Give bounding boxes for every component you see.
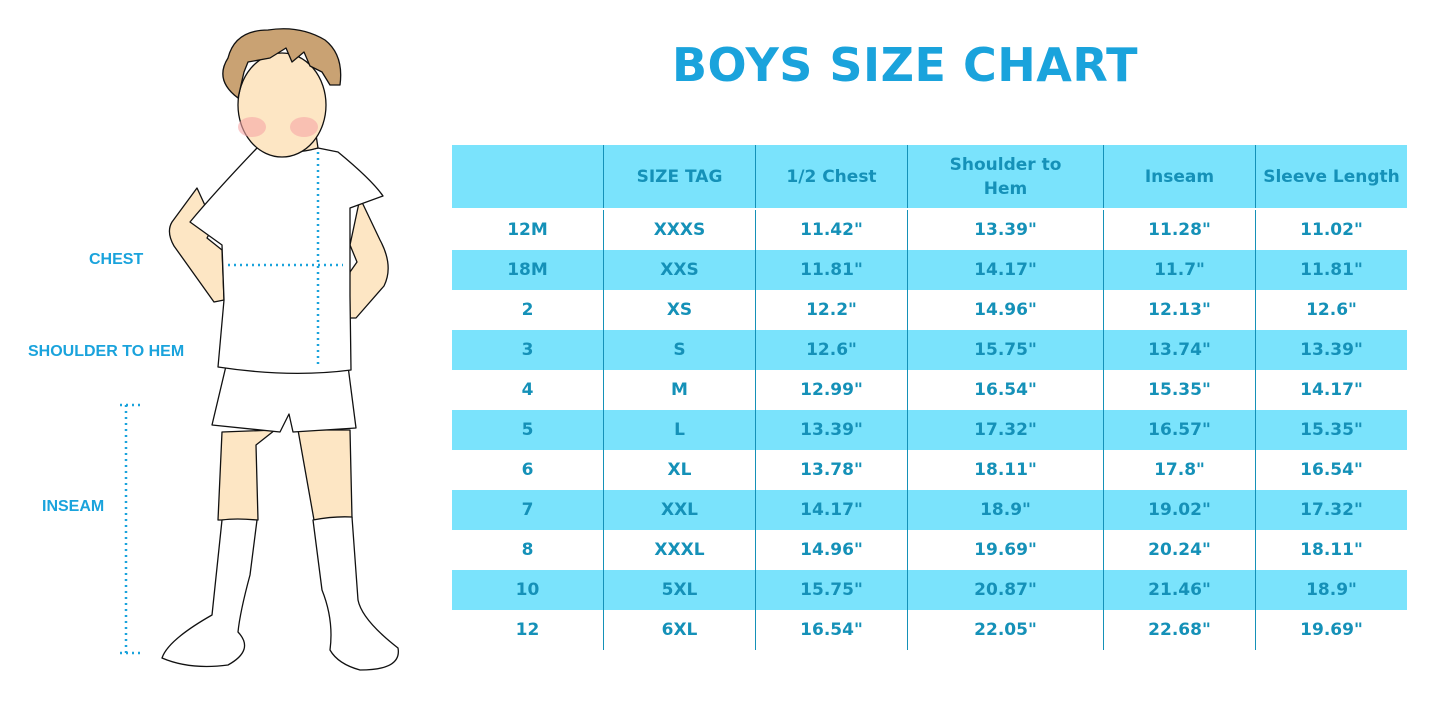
- column-header: Shoulder to Hem: [907, 145, 1104, 209]
- table-cell: 5XL: [603, 570, 756, 610]
- table-cell: 3: [452, 330, 604, 370]
- chest-label: CHEST: [89, 251, 144, 268]
- table-cell: XXL: [603, 490, 756, 530]
- table-row: 10 5XL 15.75" 20.87" 21.46" 18.9": [452, 570, 1407, 610]
- table-cell: 12.2": [755, 290, 908, 330]
- table-cell: 11.28": [1103, 208, 1256, 250]
- column-header: [452, 145, 604, 209]
- table-cell: XL: [603, 450, 756, 490]
- table-cell: 16.54": [907, 370, 1104, 410]
- table-cell: XXXL: [603, 530, 756, 570]
- table-cell: XXS: [603, 250, 756, 290]
- table-cell: L: [603, 410, 756, 450]
- shoulder-to-hem-label: SHOULDER TO HEM: [28, 343, 185, 360]
- table-cell: 19.69": [907, 530, 1104, 570]
- table-cell: 16.57": [1103, 410, 1256, 450]
- table-cell: 16.54": [755, 610, 908, 650]
- table-row: 12 6XL 16.54" 22.05" 22.68" 19.69": [452, 610, 1407, 650]
- table-cell: 14.96": [755, 530, 908, 570]
- column-header: SIZE TAG: [603, 145, 756, 209]
- table-cell: 17.8": [1103, 450, 1256, 490]
- table-cell: 14.17": [755, 490, 908, 530]
- table-cell: 13.39": [755, 410, 908, 450]
- table-row: 2 XS 12.2" 14.96" 12.13" 12.6": [452, 290, 1407, 330]
- table-cell: 13.78": [755, 450, 908, 490]
- table-cell: 8: [521, 540, 534, 560]
- table-row: 8 XXXL 14.96" 19.69" 20.24" 18.11": [452, 530, 1407, 570]
- table-cell: 21.46": [1103, 570, 1256, 610]
- column-header: Sleeve Length: [1255, 145, 1407, 209]
- table-cell: 6: [521, 460, 534, 480]
- table-cell: 2: [521, 300, 534, 320]
- table-row: 4 M 12.99" 16.54" 15.35" 14.17": [452, 370, 1407, 410]
- table-cell: 16.54": [1255, 450, 1407, 490]
- table-cell: 11.02": [1255, 208, 1407, 250]
- table-row: 12M XXXS 11.42" 13.39" 11.28" 11.02": [452, 208, 1407, 250]
- table-cell: 22.68": [1103, 610, 1256, 650]
- table-cell: 18.9": [907, 490, 1104, 530]
- table-cell: 20.24": [1103, 530, 1256, 570]
- table-cell: 17.32": [907, 410, 1104, 450]
- column-header: 1/2 Chest: [755, 145, 908, 209]
- table-cell: 14.17": [907, 250, 1104, 290]
- inseam-label: INSEAM: [42, 498, 105, 515]
- table-cell: 15.35": [1103, 370, 1256, 410]
- table-cell: 14.96": [907, 290, 1104, 330]
- table-cell: XXXS: [603, 208, 756, 250]
- table-cell: 18.11": [1255, 530, 1407, 570]
- table-row: 18M XXS 11.81" 14.17" 11.7" 11.81": [452, 250, 1407, 290]
- table-cell: 10: [452, 570, 604, 610]
- boy-measurement-illustration: [120, 28, 399, 671]
- table-cell: 7: [452, 490, 604, 530]
- size-chart-table: SIZE TAG 1/2 Chest Shoulder to Hem Inseam Sl…: [452, 145, 1407, 650]
- table-cell: 13.74": [1103, 330, 1256, 370]
- table-cell: 14.17": [1255, 370, 1407, 410]
- table-row: 3 S 12.6" 15.75" 13.74" 13.39": [452, 330, 1407, 370]
- table-cell: XS: [603, 290, 756, 330]
- table-cell: 5: [452, 410, 604, 450]
- table-header-row: SIZE TAG 1/2 Chest Shoulder to Hem Inseam Sl…: [452, 145, 1407, 209]
- table-cell: 12: [515, 620, 540, 640]
- table-row: 7 XXL 14.17" 18.9" 19.02" 17.32": [452, 490, 1407, 530]
- table-cell: 18M: [452, 250, 604, 290]
- table-cell: 19.69": [1255, 610, 1407, 650]
- table-cell: 15.75": [755, 570, 908, 610]
- table-cell: 13.39": [907, 208, 1104, 250]
- table-cell: 18.11": [907, 450, 1104, 490]
- table-cell: 19.02": [1103, 490, 1256, 530]
- table-cell: 15.35": [1255, 410, 1407, 450]
- table-cell: S: [603, 330, 756, 370]
- table-row: 6 XL 13.78" 18.11" 17.8" 16.54": [452, 450, 1407, 490]
- table-cell: 12.6": [755, 330, 908, 370]
- table-cell: 12.6": [1255, 290, 1407, 330]
- table-cell: 6XL: [603, 610, 756, 650]
- page-title: BOYS SIZE CHART: [671, 38, 1139, 92]
- table-cell: 13.39": [1255, 330, 1407, 370]
- table-cell: 17.32": [1255, 490, 1407, 530]
- table-cell: 15.75": [907, 330, 1104, 370]
- table-cell: 11.42": [755, 208, 908, 250]
- table-cell: 12.13": [1103, 290, 1256, 330]
- table-cell: 12.99": [755, 370, 908, 410]
- table-cell: 12M: [452, 208, 604, 250]
- table-cell: 18.9": [1255, 570, 1407, 610]
- table-cell: 11.81": [1255, 250, 1407, 290]
- table-cell: 11.7": [1103, 250, 1256, 290]
- table-cell: 22.05": [907, 610, 1104, 650]
- table-row: 5 L 13.39" 17.32" 16.57" 15.35": [452, 410, 1407, 450]
- table-cell: 20.87": [907, 570, 1104, 610]
- column-header: Inseam: [1103, 145, 1256, 209]
- table-cell: 11.81": [755, 250, 908, 290]
- table-cell: M: [603, 370, 756, 410]
- table-cell: 4: [521, 380, 534, 400]
